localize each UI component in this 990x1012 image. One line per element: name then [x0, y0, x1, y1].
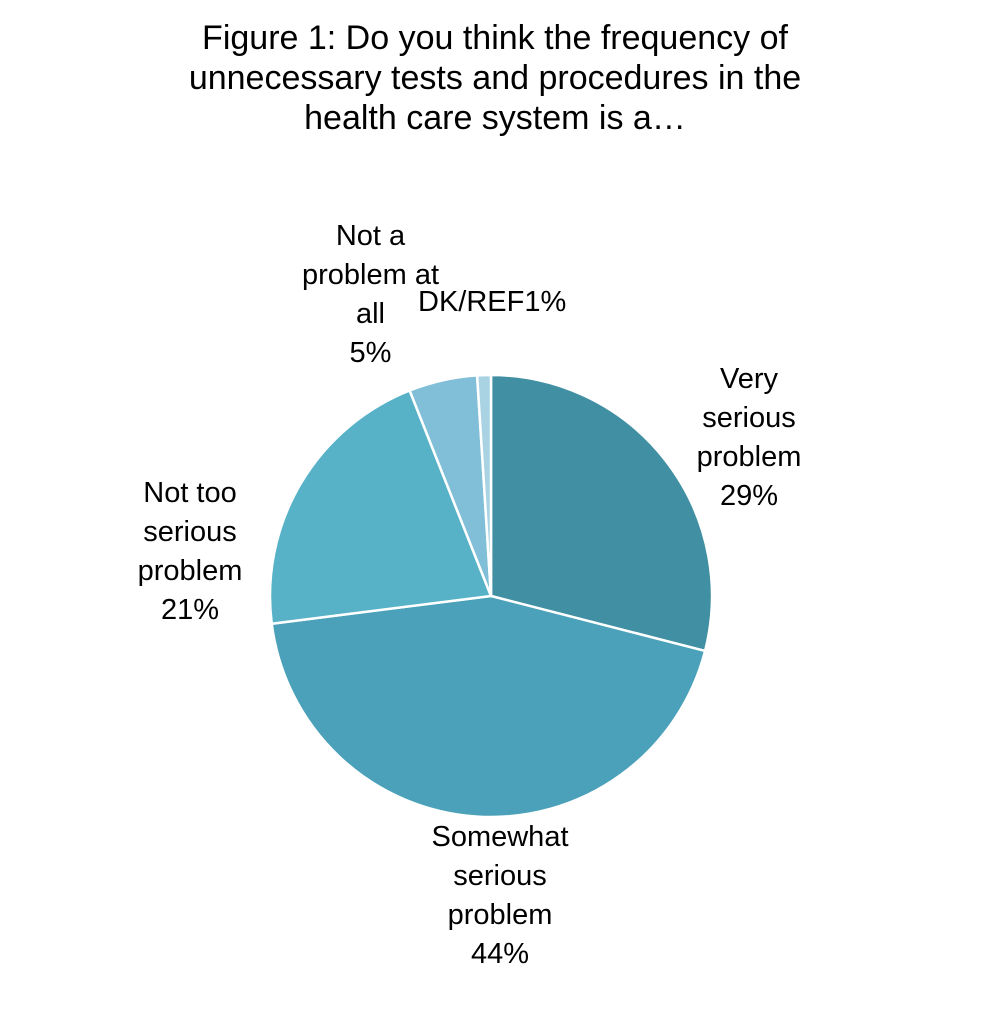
- slice-value: 21%: [160, 594, 220, 626]
- slice-label-line: serious: [143, 516, 237, 548]
- slice-label-line: problem at: [301, 259, 439, 291]
- slice-label-line: problem: [696, 441, 802, 473]
- slice-label-very-serious: Very serious problem 29%: [670, 360, 828, 516]
- pie-slice-2: [268, 389, 493, 625]
- chart-title-line-2: unnecessary tests and procedures in the: [188, 59, 802, 97]
- pie-slice-1: [270, 594, 707, 819]
- chart-title: Figure 1: Do you think the frequency of …: [95, 18, 895, 138]
- slice-label-dk-ref: DK/REF1%: [418, 283, 588, 322]
- pie-slice-0: [489, 373, 714, 653]
- slice-label-line: problem: [137, 555, 243, 587]
- slice-label-line: serious: [453, 860, 547, 892]
- slice-value: 1%: [524, 286, 567, 318]
- slice-label-line: DK/REF: [418, 286, 525, 318]
- slice-label-line: Not too: [143, 477, 237, 509]
- chart-title-line-1: Figure 1: Do you think the frequency of: [202, 19, 788, 57]
- slice-label-line: problem: [447, 899, 553, 931]
- slice-label-line: all: [355, 298, 385, 330]
- pie-slice-4: [475, 373, 493, 598]
- chart-title-line-3: health care system is a…: [304, 99, 686, 137]
- slice-label-somewhat-serious: Somewhat serious problem 44%: [400, 818, 600, 974]
- slice-label-line: serious: [702, 402, 796, 434]
- slice-label-line: Very: [719, 363, 779, 395]
- slice-label-line: Somewhat: [431, 821, 569, 853]
- slice-label-not-too-serious: Not too serious problem 21%: [110, 474, 270, 630]
- slice-value: 29%: [719, 480, 779, 512]
- slice-label-not-a-problem: Not a problem at all 5%: [283, 217, 458, 373]
- slice-value: 44%: [470, 938, 530, 970]
- slice-value: 5%: [349, 337, 392, 369]
- slice-label-line: Not a: [335, 220, 406, 252]
